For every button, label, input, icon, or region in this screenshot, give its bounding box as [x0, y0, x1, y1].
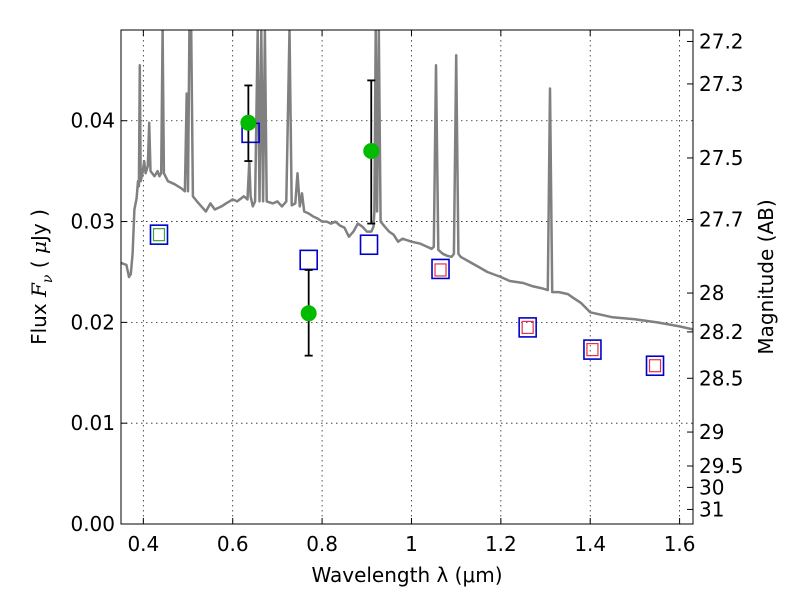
spectrum-line: [121, 30, 693, 331]
model-spectrum: [121, 30, 693, 331]
x-tick-label: 1.2: [485, 532, 517, 556]
y-axis-title-part: (: [27, 254, 51, 275]
inner-flux-square: [521, 320, 534, 335]
magnitude-tick-label: 29.5: [699, 454, 744, 478]
model-flux-square: [359, 234, 379, 256]
x-tick-label: 1: [405, 532, 418, 556]
x-tick-label: 0.8: [306, 532, 338, 556]
magnitude-tick-label: 28: [699, 281, 724, 305]
x-tick-label: 0.6: [217, 532, 249, 556]
x-tick-label: 1.6: [664, 532, 696, 556]
magnitude-tick-label: 29: [699, 420, 724, 444]
x-tick-label: 1.4: [574, 532, 606, 556]
observed-flux-point: [300, 305, 317, 322]
model-flux-square: [583, 339, 602, 360]
x-tick-label: 0.4: [127, 532, 159, 556]
model-flux-square: [431, 258, 450, 280]
x-axis-title: Wavelength λ (μm): [311, 563, 502, 587]
y-tick-label: 0.01: [70, 411, 115, 435]
secondary-y-axis-title: Magnitude (AB): [754, 199, 778, 354]
y-tick-label: 0.02: [70, 310, 115, 334]
magnitude-tick-label: 27.3: [699, 72, 744, 96]
magnitude-tick-label: 27.7: [699, 208, 744, 232]
magnitude-tick-label: 28.2: [699, 320, 744, 344]
inner-flux-square: [648, 359, 662, 373]
plot-area: [121, 30, 693, 377]
model-flux-square: [149, 224, 169, 245]
y-axis-title-symbol: F: [27, 282, 51, 298]
y-axis-title: Flux Fν ( μJy ): [27, 209, 56, 345]
y-axis-title-subscript: ν: [40, 274, 56, 283]
y-axis-title-mu: μ: [27, 241, 51, 254]
observed-flux-point: [363, 142, 380, 159]
observed-flux-point: [240, 114, 257, 131]
plot-frame: [120, 29, 694, 525]
magnitude-tick-label: 31: [699, 497, 724, 521]
magnitude-tick-label: 27.2: [699, 29, 744, 53]
axis-ticks: 0.4 0.6 0.8 1 1.2 1.4 1.6 0.00 0.01 0.02 0.03 0.04 2…: [70, 29, 743, 556]
magnitude-tick-label: 28.5: [699, 366, 744, 390]
inner-flux-square: [152, 228, 166, 242]
photometry-markers: [149, 79, 665, 377]
y-tick-label: 0.03: [70, 210, 115, 234]
y-axis-title-part: Flux: [27, 297, 51, 345]
model-flux-square: [645, 355, 665, 377]
grid: [121, 30, 693, 524]
magnitude-tick-label: 30: [699, 475, 724, 499]
y-tick-label: 0.00: [70, 512, 115, 536]
y-tick-label: 0.04: [70, 109, 115, 133]
inner-flux-square: [434, 263, 447, 277]
inner-flux-square: [586, 342, 599, 357]
model-flux-square: [518, 317, 537, 338]
magnitude-tick-label: 27.5: [699, 146, 744, 170]
y-axis-title-part: Jy ): [27, 209, 51, 243]
